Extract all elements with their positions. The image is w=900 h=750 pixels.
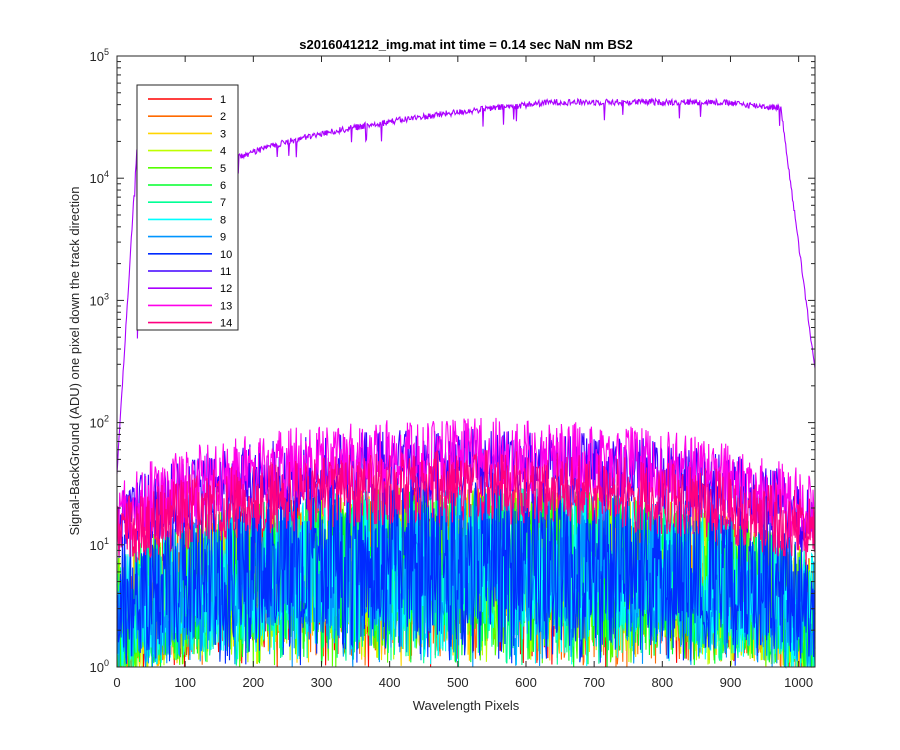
y-tick-base: 10 [90,293,104,308]
x-tick-label: 300 [311,675,333,690]
x-tick-label: 700 [583,675,605,690]
x-tick-label: 400 [379,675,401,690]
legend-label-9: 9 [220,232,226,244]
y-tick-label: 101 [90,536,109,553]
legend-label-4: 4 [220,146,226,158]
legend-label-3: 3 [220,128,226,140]
y-tick-base: 10 [90,416,104,431]
y-tick-base: 10 [90,660,104,675]
legend-label-5: 5 [220,163,226,175]
x-tick-label: 900 [720,675,742,690]
y-tick-base: 10 [90,171,104,186]
legend-label-11: 11 [220,266,231,278]
y-tick-exponent: 5 [104,47,109,57]
legend-label-7: 7 [220,197,226,209]
y-tick-exponent: 0 [104,658,109,668]
y-tick-label: 104 [90,169,109,186]
y-tick-label: 105 [90,47,109,64]
x-tick-label: 0 [113,675,120,690]
y-tick-exponent: 2 [104,414,109,424]
y-tick-exponent: 3 [104,291,109,301]
legend-label-10: 10 [220,249,232,261]
x-tick-label: 800 [651,675,673,690]
y-tick-exponent: 1 [104,536,109,546]
y-axis-label: Signal-BackGround (ADU) one pixel down t… [67,186,82,535]
legend-label-12: 12 [220,283,232,295]
plot-frame [116,55,816,668]
y-tick-exponent: 4 [104,169,109,179]
x-tick-label: 600 [515,675,537,690]
legend-label-14: 14 [220,318,232,330]
x-tick-label: 100 [174,675,196,690]
x-tick-label: 1000 [784,675,813,690]
legend-label-1: 1 [220,94,226,106]
legend-label-2: 2 [220,111,226,123]
x-tick-label: 200 [242,675,264,690]
legend-box [136,84,239,331]
x-tick-label: 500 [447,675,469,690]
y-tick-base: 10 [90,49,104,64]
legend-label-6: 6 [220,180,226,192]
chart-title: s2016041212_img.mat int time = 0.14 sec … [299,37,633,52]
x-axis: 0 100 200 300 400 500 600 700 800 900 1000 [113,56,813,690]
series-line-10 [116,472,816,666]
legend-label-8: 8 [220,214,226,226]
y-tick-label: 103 [90,291,109,308]
series-line-14 [116,450,816,566]
y-tick-label: 102 [90,414,109,431]
y-tick-base: 10 [90,538,104,553]
y-tick-label: 100 [90,658,109,675]
legend-label-13: 13 [220,300,232,312]
x-axis-label: Wavelength Pixels [413,698,520,713]
series-layer [116,97,816,669]
